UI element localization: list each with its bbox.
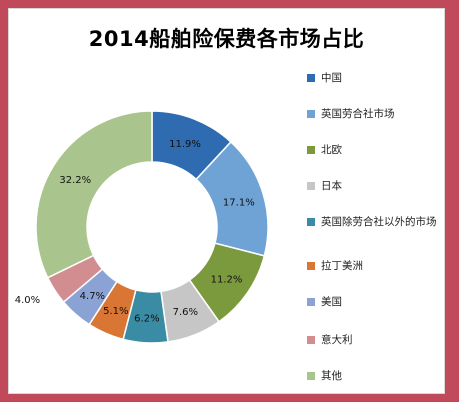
legend-swatch: [307, 182, 315, 190]
legend-label: 拉丁美洲: [321, 260, 363, 272]
legend-label: 其他: [321, 370, 342, 382]
data-label-5: 6.2%: [134, 313, 159, 324]
legend-item-4: 日本: [307, 179, 439, 193]
legend-item-5: 英国除劳合社以外的市场: [307, 215, 439, 229]
legend-swatch: [307, 110, 315, 118]
data-label-8: 4.0%: [15, 295, 40, 306]
legend-swatch: [307, 336, 315, 344]
legend-swatch: [307, 218, 315, 226]
data-label-1: 11.9%: [169, 139, 201, 150]
legend-item-9: 其他: [307, 369, 439, 383]
legend-swatch: [307, 146, 315, 154]
legend-item-8: 意大利: [307, 333, 439, 347]
donut-slice-9: [35, 110, 153, 279]
data-label-4: 7.6%: [173, 307, 198, 318]
data-label-3: 11.2%: [211, 274, 243, 285]
legend-item-6: 拉丁美洲: [307, 259, 439, 273]
chart-frame: 2014船舶险保费各市场占比 11.9% 17.1% 11.2% 7.6% 6.2% 5.…: [8, 8, 445, 394]
data-label-7: 4.7%: [80, 291, 105, 302]
legend-item-2: 英国劳合社市场: [307, 107, 439, 121]
donut-chart: 11.9% 17.1% 11.2% 7.6% 6.2% 5.1% 4.7% 4.0% 32.2%: [15, 110, 269, 344]
legend-swatch: [307, 262, 315, 270]
legend-label: 意大利: [321, 334, 353, 346]
legend-label: 英国劳合社市场: [321, 108, 395, 120]
legend-swatch: [307, 298, 315, 306]
data-label-9: 32.2%: [59, 175, 91, 186]
legend-swatch: [307, 372, 315, 380]
legend-item-1: 中国: [307, 71, 439, 85]
legend-item-7: 美国: [307, 295, 439, 309]
legend-swatch: [307, 74, 315, 82]
legend-label: 北欧: [321, 144, 342, 156]
data-label-6: 5.1%: [103, 306, 128, 317]
chart-title: 2014船舶险保费各市场占比: [88, 27, 365, 51]
legend-label: 英国除劳合社以外的市场: [321, 216, 437, 228]
legend-label: 中国: [321, 72, 342, 84]
data-label-2: 17.1%: [223, 197, 255, 208]
legend-label: 美国: [321, 296, 342, 308]
legend-item-3: 北欧: [307, 143, 439, 157]
legend-label: 日本: [321, 180, 342, 192]
